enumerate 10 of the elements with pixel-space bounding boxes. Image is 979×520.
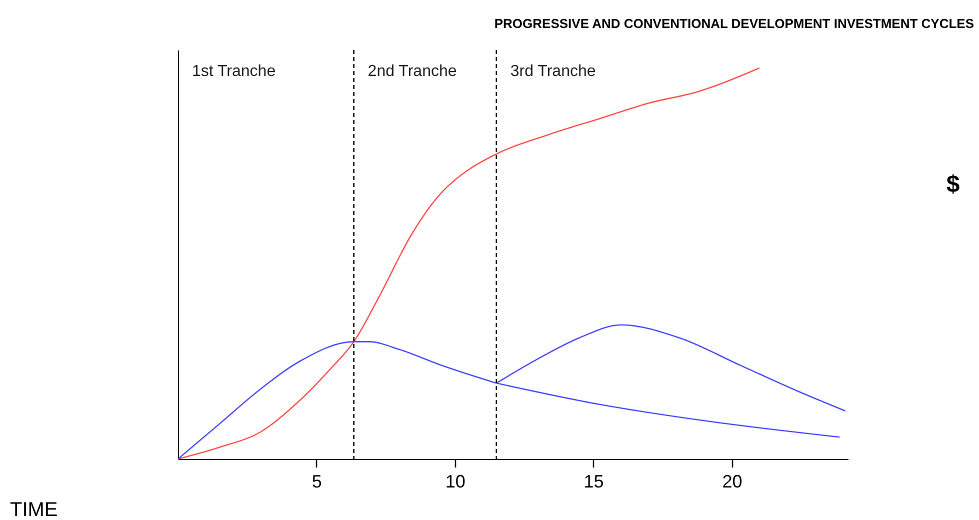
annotation: 3rd Tranche [510, 63, 596, 80]
text: TIME [10, 499, 58, 520]
x-tick-label: 20 [722, 472, 742, 492]
x-tick-label: 5 [312, 472, 322, 492]
y-axis-title: $ [946, 171, 960, 198]
x-tick-label: 10 [445, 472, 466, 492]
x-tick-label: 15 [584, 472, 604, 492]
annotation: 1st Tranche [192, 63, 276, 80]
annotation: 2nd Tranche [368, 63, 457, 80]
chart-title: PROGRESSIVE AND CONVENTIONAL DEVELOPMENT INVESTMENT CYCLES [494, 16, 974, 31]
